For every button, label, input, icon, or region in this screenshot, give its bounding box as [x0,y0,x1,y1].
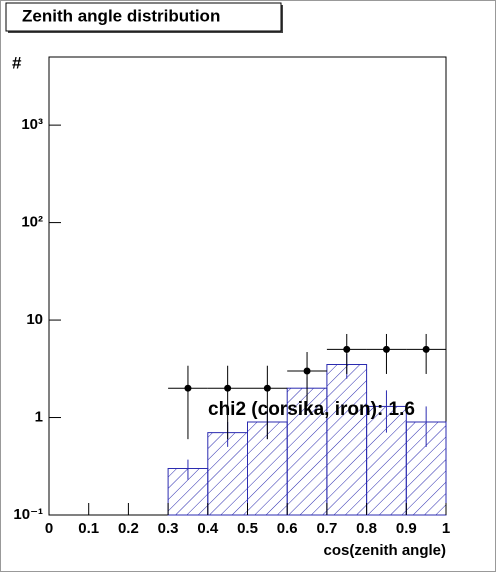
y-axis-label: # [12,53,22,72]
x-tick-label: 0.7 [316,520,337,537]
x-tick-label: 0.2 [118,520,139,537]
x-tick-label: 0 [45,520,53,537]
point [184,384,192,392]
title-box [5,2,282,32]
x-tick-label: 0.5 [237,520,258,537]
point [303,367,311,375]
point [343,345,351,353]
x-tick-label: 1 [442,520,450,537]
chart-title: Zenith angle distribution [22,6,220,25]
point [382,345,390,353]
annotation: chi2 (corsika, iron): 1.6 [208,399,415,420]
y-tick-label: 10 [26,311,43,328]
x-axis-label: cos(zenith angle) [323,542,446,559]
y-tick-label: 1 [35,409,43,426]
x-tick-label: 0.9 [396,520,417,537]
y-tick-label: 10² [21,214,43,231]
x-tick-label: 0.6 [277,520,298,537]
bar [326,364,368,516]
y-tick-label: 10⁻¹ [13,506,43,523]
bar [167,467,209,516]
bar [247,421,288,516]
x-tick-label: 0.8 [356,520,377,537]
point [224,384,232,392]
x-tick-label: 0.4 [197,520,219,537]
x-tick-label: 0.3 [158,520,179,537]
point [263,384,271,392]
x-tick-label: 0.1 [78,520,99,537]
point [422,345,430,353]
y-tick-label: 10³ [21,116,43,133]
